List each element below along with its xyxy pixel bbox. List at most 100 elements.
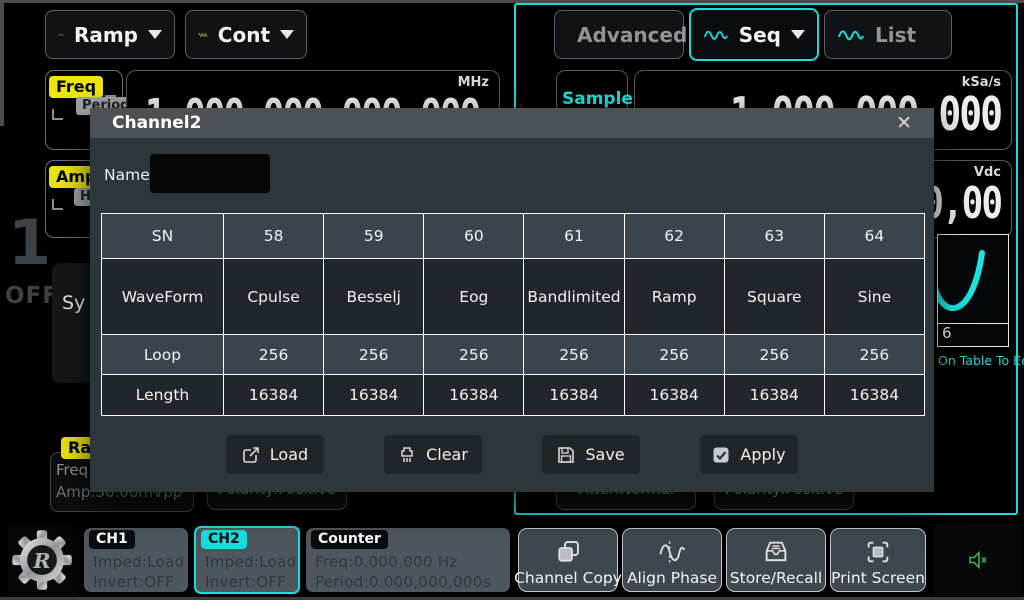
phase-wave-icon [659, 541, 686, 563]
table-cell[interactable]: 16384 [323, 374, 425, 416]
mode-dropdown-label: Cont [217, 22, 270, 47]
mode-dropdown[interactable]: Cont [185, 10, 307, 59]
table-cell[interactable]: 62 [623, 213, 725, 259]
channel-copy-button[interactable]: Channel Copy [514, 528, 622, 592]
table-cell[interactable]: Sine [823, 258, 926, 335]
channel1-state: OFF [5, 283, 59, 309]
sequence-table: SN 58 59 60 61 62 63 64 WaveForm Cpulse … [101, 213, 926, 416]
table-cell[interactable]: 256 [823, 334, 926, 375]
freq-badge: Freq [49, 76, 104, 98]
channel1-number: 1 [8, 206, 52, 279]
table-cell[interactable]: 16384 [423, 374, 525, 416]
ch1-imped: Imped:Load [93, 553, 185, 571]
table-cell[interactable]: 61 [523, 213, 625, 259]
table-row-length: Length 16384 16384 16384 16384 16384 163… [101, 374, 926, 416]
copy-icon [558, 541, 579, 562]
table-cell[interactable]: 58 [222, 213, 325, 259]
align-phase-label: Align Phase [626, 569, 718, 587]
row-header: Loop [101, 334, 224, 375]
table-cell[interactable]: 256 [523, 334, 625, 375]
storage-tray-icon [765, 541, 787, 562]
dialog-title: Channel2 [112, 113, 202, 133]
gear-logo-icon: R [12, 530, 72, 590]
print-screen-label: Print Screen [831, 569, 925, 587]
table-cell[interactable]: 64 [823, 213, 926, 259]
save-button[interactable]: Save [542, 435, 640, 474]
table-cell[interactable]: Bandlimited [523, 258, 625, 335]
list-wave-icon [838, 30, 864, 40]
sample-label: Sample [562, 89, 633, 109]
seq-dropdown[interactable]: Seq [689, 8, 819, 61]
waveform-dropdown[interactable]: Ramp [45, 10, 175, 59]
table-cell[interactable]: 16384 [523, 374, 625, 416]
table-cell[interactable]: 16384 [623, 374, 725, 416]
row-header: Length [101, 374, 224, 416]
list-label: List [875, 22, 917, 47]
table-cell[interactable]: 256 [723, 334, 825, 375]
load-label: Load [269, 445, 309, 464]
table-cell[interactable]: 16384 [222, 374, 325, 416]
seq-label: Seq [738, 22, 781, 47]
chevron-down-icon [148, 30, 162, 39]
apply-button[interactable]: Apply [700, 435, 798, 474]
ch1-tab: CH1 [89, 530, 135, 549]
apply-check-icon [713, 447, 729, 462]
store-recall-label: Store/Recall [729, 569, 823, 587]
advanced-button[interactable]: Advanced [554, 10, 687, 59]
brand-logo[interactable]: R [6, 524, 78, 596]
list-button[interactable]: List [824, 10, 952, 59]
table-cell[interactable]: 256 [222, 334, 325, 375]
table-cell[interactable]: 59 [323, 213, 425, 259]
name-input[interactable] [150, 154, 270, 193]
table-cell[interactable]: 60 [423, 213, 525, 259]
ch2-status-card[interactable]: CH2 Imped:Load Invert:OFF [194, 526, 300, 594]
align-phase-button[interactable]: Align Phase [622, 528, 722, 592]
seq-wave-icon [703, 30, 728, 40]
table-row-waveform: WaveForm Cpulse Besselj Eog Bandlimited … [101, 258, 926, 335]
beeper-tile[interactable] [934, 524, 1022, 596]
store-recall-button[interactable]: Store/Recall [726, 528, 826, 592]
chevron-down-icon [791, 30, 805, 39]
table-cell[interactable]: 256 [323, 334, 425, 375]
table-cell[interactable]: 256 [423, 334, 525, 375]
name-label: Name [104, 166, 150, 184]
sample-rate-unit: kSa/s [961, 75, 1001, 90]
table-cell[interactable]: 256 [623, 334, 725, 375]
clear-brush-icon [401, 446, 413, 462]
offset-unit: Vdc [973, 165, 1001, 180]
table-cell[interactable]: 63 [723, 213, 825, 259]
channel2-dialog: Channel2 ✕ Name SN 58 59 60 61 62 63 64 … [90, 108, 934, 492]
waveform-preview[interactable]: 6 [931, 234, 1009, 347]
ch2-imped: Imped:Load [205, 553, 297, 571]
bezel-left [0, 0, 4, 126]
load-icon [242, 446, 259, 463]
table-cell[interactable]: Ramp [623, 258, 725, 335]
ch2-tab: CH2 [201, 530, 247, 549]
row-header: WaveForm [101, 258, 224, 335]
waveform-dropdown-label: Ramp [73, 22, 138, 47]
ch1-invert: Invert:OFF [93, 573, 175, 591]
print-screen-button[interactable]: Print Screen [830, 528, 926, 592]
amp-badge: Amp [49, 166, 104, 188]
table-cell[interactable]: 16384 [823, 374, 926, 416]
table-cell[interactable]: Eog [423, 258, 525, 335]
close-icon[interactable]: ✕ [896, 111, 912, 134]
table-cell[interactable]: 16384 [723, 374, 825, 416]
save-label: Save [585, 445, 625, 464]
ramp-wave-icon [58, 33, 64, 36]
preview-curve-icon [931, 250, 985, 312]
load-button[interactable]: Load [226, 435, 324, 474]
screenshot-frame-icon [867, 541, 889, 563]
corner-tick [52, 199, 63, 210]
preview-hint: On Table To Edit [938, 353, 1024, 368]
table-cell[interactable]: Cpulse [222, 258, 325, 335]
bezel-top [0, 0, 1024, 3]
clear-label: Clear [426, 445, 468, 464]
frequency-unit: MHz [457, 75, 489, 90]
counter-status-card[interactable]: Counter Freq:0.000,000 Hz Period:0.000,0… [306, 528, 510, 592]
continuous-wave-icon [198, 32, 208, 37]
table-cell[interactable]: Besselj [323, 258, 425, 335]
ch1-status-card[interactable]: CH1 Imped:Load Invert:OFF [84, 528, 188, 592]
table-cell[interactable]: Square [723, 258, 825, 335]
clear-button[interactable]: Clear [384, 435, 482, 474]
